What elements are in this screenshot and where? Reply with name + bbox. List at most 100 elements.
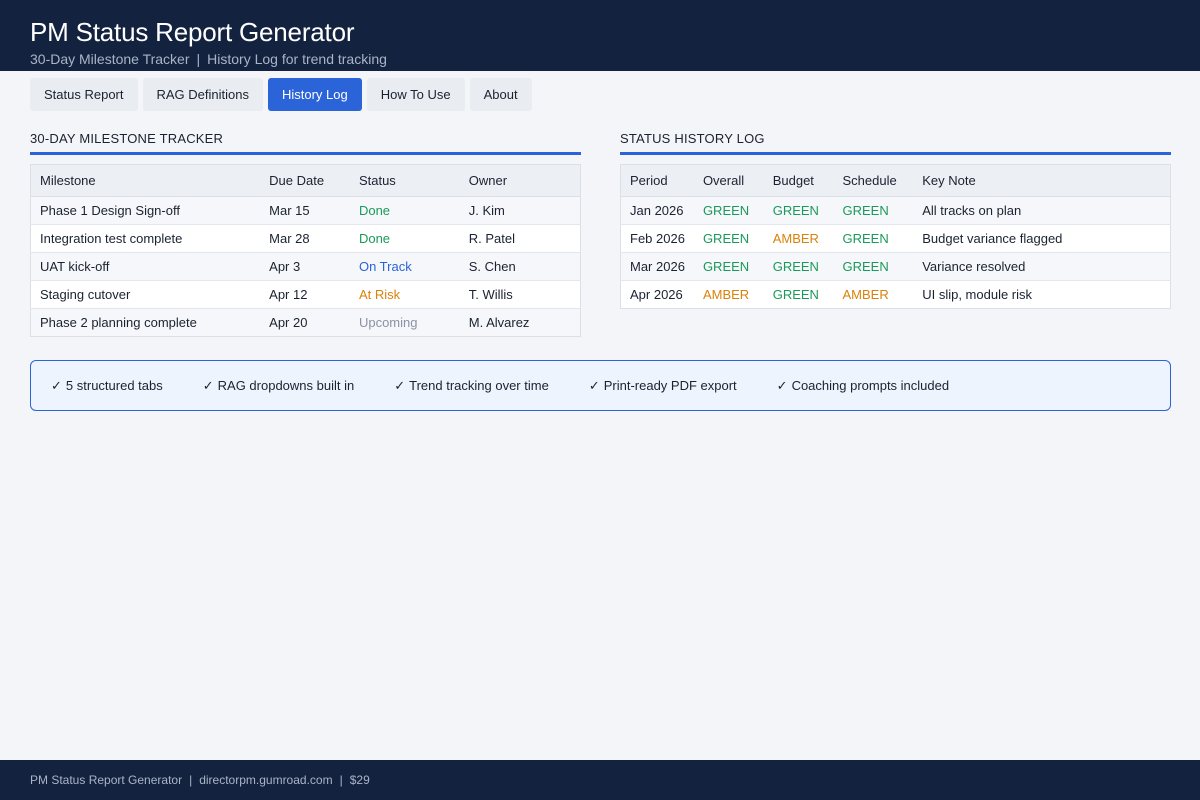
milestone-due-date: Mar 28 — [260, 224, 350, 253]
feature-item: ✓ Trend tracking over time — [394, 378, 549, 394]
table-row: Feb 2026 GREEN AMBER GREEN Budget varian… — [620, 224, 1171, 253]
tab-status-report[interactable]: Status Report — [30, 78, 138, 111]
milestone-owner: S. Chen — [459, 252, 581, 281]
milestone-name: Phase 1 Design Sign-off — [30, 196, 261, 225]
table-row: UAT kick-off Apr 3 On Track S. Chen — [30, 252, 581, 281]
history-key-note: Budget variance flagged — [913, 224, 1171, 253]
history-budget: GREEN — [763, 280, 834, 309]
history-header-row: Period Overall Budget Schedule Key Note — [620, 164, 1171, 197]
app-header: PM Status Report Generator 30-Day Milest… — [0, 0, 1200, 71]
footer-separator: | — [189, 773, 193, 787]
history-overall: AMBER — [693, 280, 764, 309]
history-schedule: GREEN — [833, 224, 914, 253]
history-schedule: GREEN — [833, 252, 914, 281]
table-row: Phase 2 planning complete Apr 20 Upcomin… — [30, 308, 581, 337]
milestone-table: Milestone Due Date Status Owner Phase 1 … — [30, 164, 581, 337]
milestone-owner: T. Willis — [459, 280, 581, 309]
history-overall: GREEN — [693, 252, 764, 281]
column-header-owner: Owner — [459, 164, 581, 197]
milestone-owner: M. Alvarez — [459, 308, 581, 337]
milestone-header-row: Milestone Due Date Status Owner — [30, 164, 581, 197]
table-row: Jan 2026 GREEN GREEN GREEN All tracks on… — [620, 196, 1171, 225]
app-footer: PM Status Report Generator | directorpm.… — [0, 760, 1200, 800]
tab-about[interactable]: About — [469, 78, 532, 111]
checkmark-icon: ✓ — [51, 377, 62, 393]
column-header-overall: Overall — [693, 164, 764, 197]
feature-item: ✓ Print-ready PDF export — [589, 378, 737, 394]
history-budget: GREEN — [763, 252, 834, 281]
column-header-period: Period — [620, 164, 694, 197]
table-row: Staging cutover Apr 12 At Risk T. Willis — [30, 280, 581, 309]
milestone-due-date: Apr 12 — [260, 280, 350, 309]
footer-product-name: PM Status Report Generator — [30, 773, 183, 787]
feature-item: ✓ Coaching prompts included — [777, 378, 949, 394]
milestone-due-date: Apr 3 — [260, 252, 350, 281]
history-overall: GREEN — [693, 224, 764, 253]
feature-label: RAG dropdowns built in — [217, 377, 355, 393]
history-overall: GREEN — [693, 196, 764, 225]
footer-separator: | — [339, 773, 343, 787]
milestone-name: Staging cutover — [30, 280, 261, 309]
milestone-due-date: Apr 20 — [260, 308, 350, 337]
subtitle-history-log: History Log for trend tracking — [207, 51, 387, 67]
milestone-name: Phase 2 planning complete — [30, 308, 261, 337]
feature-item: ✓ RAG dropdowns built in — [203, 378, 354, 394]
feature-label: Trend tracking over time — [409, 377, 549, 393]
checkmark-icon: ✓ — [394, 377, 406, 393]
history-period: Mar 2026 — [620, 252, 694, 281]
milestone-tracker-title: 30-DAY MILESTONE TRACKER — [30, 130, 581, 155]
status-history-title: STATUS HISTORY LOG — [620, 130, 1171, 155]
table-row: Apr 2026 AMBER GREEN AMBER UI slip, modu… — [620, 280, 1171, 309]
column-header-milestone: Milestone — [30, 164, 261, 197]
column-header-budget: Budget — [763, 164, 834, 197]
table-row: Phase 1 Design Sign-off Mar 15 Done J. K… — [30, 196, 581, 225]
history-budget: AMBER — [763, 224, 834, 253]
feature-highlights-banner: ✓ 5 structured tabs ✓ RAG dropdowns buil… — [30, 360, 1171, 411]
history-schedule: AMBER — [833, 280, 914, 309]
status-history-panel: STATUS HISTORY LOG Period Overall Budget… — [620, 130, 1171, 309]
feature-label: 5 structured tabs — [65, 377, 163, 393]
footer-store-link[interactable]: directorpm.gumroad.com — [199, 773, 333, 787]
table-row: Mar 2026 GREEN GREEN GREEN Variance reso… — [620, 252, 1171, 281]
milestone-status: At Risk — [349, 280, 460, 309]
checkmark-icon: ✓ — [776, 377, 788, 393]
milestone-owner: J. Kim — [459, 196, 581, 225]
column-header-schedule: Schedule — [833, 164, 914, 197]
history-schedule: GREEN — [833, 196, 914, 225]
tab-how-to-use[interactable]: How To Use — [366, 78, 465, 111]
feature-label: Print-ready PDF export — [603, 377, 737, 393]
subtitle-separator: | — [196, 51, 201, 67]
history-period: Jan 2026 — [620, 196, 694, 225]
history-period: Apr 2026 — [620, 280, 694, 309]
tab-bar: Status Report RAG Definitions History Lo… — [30, 78, 532, 111]
history-table: Period Overall Budget Schedule Key Note … — [620, 164, 1171, 309]
milestone-due-date: Mar 15 — [260, 196, 350, 225]
milestone-status: On Track — [349, 252, 460, 281]
subtitle-milestone-tracker: 30-Day Milestone Tracker — [30, 51, 190, 67]
milestone-status: Upcoming — [349, 308, 460, 337]
history-period: Feb 2026 — [620, 224, 694, 253]
milestone-name: Integration test complete — [30, 224, 261, 253]
footer-price: $29 — [349, 773, 370, 787]
checkmark-icon: ✓ — [588, 377, 600, 393]
column-header-due-date: Due Date — [260, 164, 350, 197]
app-title: PM Status Report Generator — [30, 17, 355, 47]
milestone-owner: R. Patel — [459, 224, 581, 253]
column-header-status: Status — [349, 164, 460, 197]
milestone-status: Done — [349, 224, 460, 253]
history-key-note: All tracks on plan — [913, 196, 1171, 225]
milestone-name: UAT kick-off — [30, 252, 261, 281]
milestone-tracker-panel: 30-DAY MILESTONE TRACKER Milestone Due D… — [30, 130, 581, 337]
table-row: Integration test complete Mar 28 Done R.… — [30, 224, 581, 253]
history-key-note: Variance resolved — [913, 252, 1171, 281]
column-header-key-note: Key Note — [913, 164, 1171, 197]
app-subtitle: 30-Day Milestone Tracker | History Log f… — [30, 50, 1170, 68]
feature-label: Coaching prompts included — [791, 377, 950, 393]
history-key-note: UI slip, module risk — [913, 280, 1171, 309]
history-budget: GREEN — [763, 196, 834, 225]
checkmark-icon: ✓ — [202, 377, 214, 393]
tab-history-log[interactable]: History Log — [267, 78, 362, 111]
feature-item: ✓ 5 structured tabs — [51, 378, 163, 394]
milestone-status: Done — [349, 196, 460, 225]
tab-rag-definitions[interactable]: RAG Definitions — [142, 78, 263, 111]
